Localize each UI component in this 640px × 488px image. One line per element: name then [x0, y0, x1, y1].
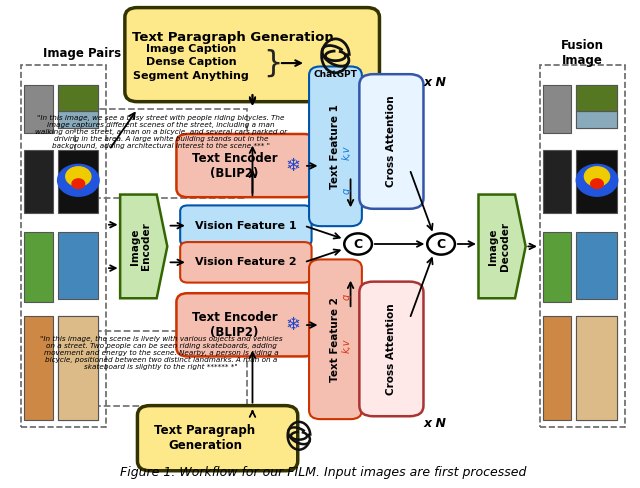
Text: Image Caption: Image Caption — [146, 43, 236, 54]
Bar — [576, 316, 617, 420]
Bar — [58, 85, 99, 111]
Circle shape — [584, 167, 609, 186]
Text: ❄: ❄ — [285, 157, 300, 175]
Polygon shape — [479, 195, 525, 298]
FancyBboxPatch shape — [180, 242, 312, 283]
Bar — [576, 85, 617, 111]
Bar — [58, 150, 99, 213]
Bar — [543, 85, 572, 133]
Bar — [21, 65, 106, 427]
Text: Image Pairs: Image Pairs — [43, 47, 121, 60]
Bar — [576, 316, 617, 420]
Text: k,v: k,v — [342, 338, 352, 352]
Text: Fusion
Image: Fusion Image — [561, 40, 604, 67]
Text: k,v: k,v — [342, 145, 352, 160]
Circle shape — [72, 179, 84, 188]
Circle shape — [591, 179, 604, 188]
Text: }: } — [263, 49, 282, 78]
FancyBboxPatch shape — [125, 8, 380, 102]
Bar — [543, 316, 572, 420]
Text: Cross Attention: Cross Attention — [387, 303, 396, 395]
Circle shape — [58, 164, 99, 196]
Bar — [58, 111, 99, 128]
Text: Vision Feature 2: Vision Feature 2 — [195, 257, 297, 267]
Bar — [576, 111, 617, 128]
Circle shape — [66, 167, 91, 186]
Text: ❄: ❄ — [285, 316, 300, 334]
FancyBboxPatch shape — [359, 282, 424, 416]
Text: C: C — [436, 238, 445, 250]
Bar — [543, 232, 572, 302]
Text: Text Feature 2: Text Feature 2 — [330, 297, 340, 382]
Bar — [75, 109, 248, 198]
Bar — [24, 316, 52, 420]
Polygon shape — [120, 195, 167, 298]
FancyBboxPatch shape — [177, 293, 316, 356]
FancyBboxPatch shape — [309, 260, 362, 419]
Text: "In this image, the scene is lively with various objects and vehicles
on a stree: "In this image, the scene is lively with… — [40, 336, 282, 370]
Bar — [576, 232, 617, 300]
Text: Image
Decoder: Image Decoder — [488, 222, 509, 271]
Text: Text Paragraph
Generation: Text Paragraph Generation — [154, 424, 255, 452]
FancyBboxPatch shape — [180, 205, 312, 246]
Text: C: C — [353, 238, 363, 250]
Text: ChatGPT: ChatGPT — [314, 70, 357, 79]
Bar — [576, 85, 617, 128]
Text: "In this image, we see a busy street with people riding bicycles. The
image capt: "In this image, we see a busy street wit… — [35, 115, 287, 149]
Bar — [540, 65, 625, 427]
Bar — [24, 85, 52, 133]
Text: Text Feature 1: Text Feature 1 — [330, 104, 340, 189]
Bar — [24, 232, 52, 302]
Bar — [58, 232, 99, 300]
Text: Image
Encoder: Image Encoder — [130, 223, 152, 270]
Text: Text Paragraph Generation: Text Paragraph Generation — [132, 31, 334, 44]
Text: Vision Feature 1: Vision Feature 1 — [195, 221, 297, 231]
Text: Segment Anything: Segment Anything — [133, 71, 249, 81]
FancyBboxPatch shape — [309, 66, 362, 226]
Text: q: q — [342, 294, 352, 300]
Bar — [58, 316, 99, 420]
Text: x N: x N — [424, 417, 447, 430]
FancyBboxPatch shape — [138, 406, 298, 471]
Bar — [58, 85, 99, 128]
Text: Dense Caption: Dense Caption — [145, 57, 236, 67]
FancyBboxPatch shape — [177, 134, 316, 197]
Text: Text Encoder
(BLIP2): Text Encoder (BLIP2) — [192, 152, 277, 180]
Text: x N: x N — [424, 76, 447, 89]
Text: Figure 1. Workflow for our FILM. Input images are first processed: Figure 1. Workflow for our FILM. Input i… — [120, 467, 526, 479]
Circle shape — [428, 233, 455, 255]
Bar — [75, 331, 248, 406]
Text: Cross Attention: Cross Attention — [387, 96, 396, 187]
Bar — [24, 150, 52, 213]
Circle shape — [344, 233, 372, 255]
Bar — [576, 150, 617, 213]
Bar — [58, 316, 99, 420]
Text: q: q — [342, 188, 352, 194]
FancyBboxPatch shape — [359, 74, 424, 209]
Bar — [543, 150, 572, 213]
Circle shape — [576, 164, 618, 196]
Text: Text Encoder
(BLIP2): Text Encoder (BLIP2) — [192, 311, 277, 339]
